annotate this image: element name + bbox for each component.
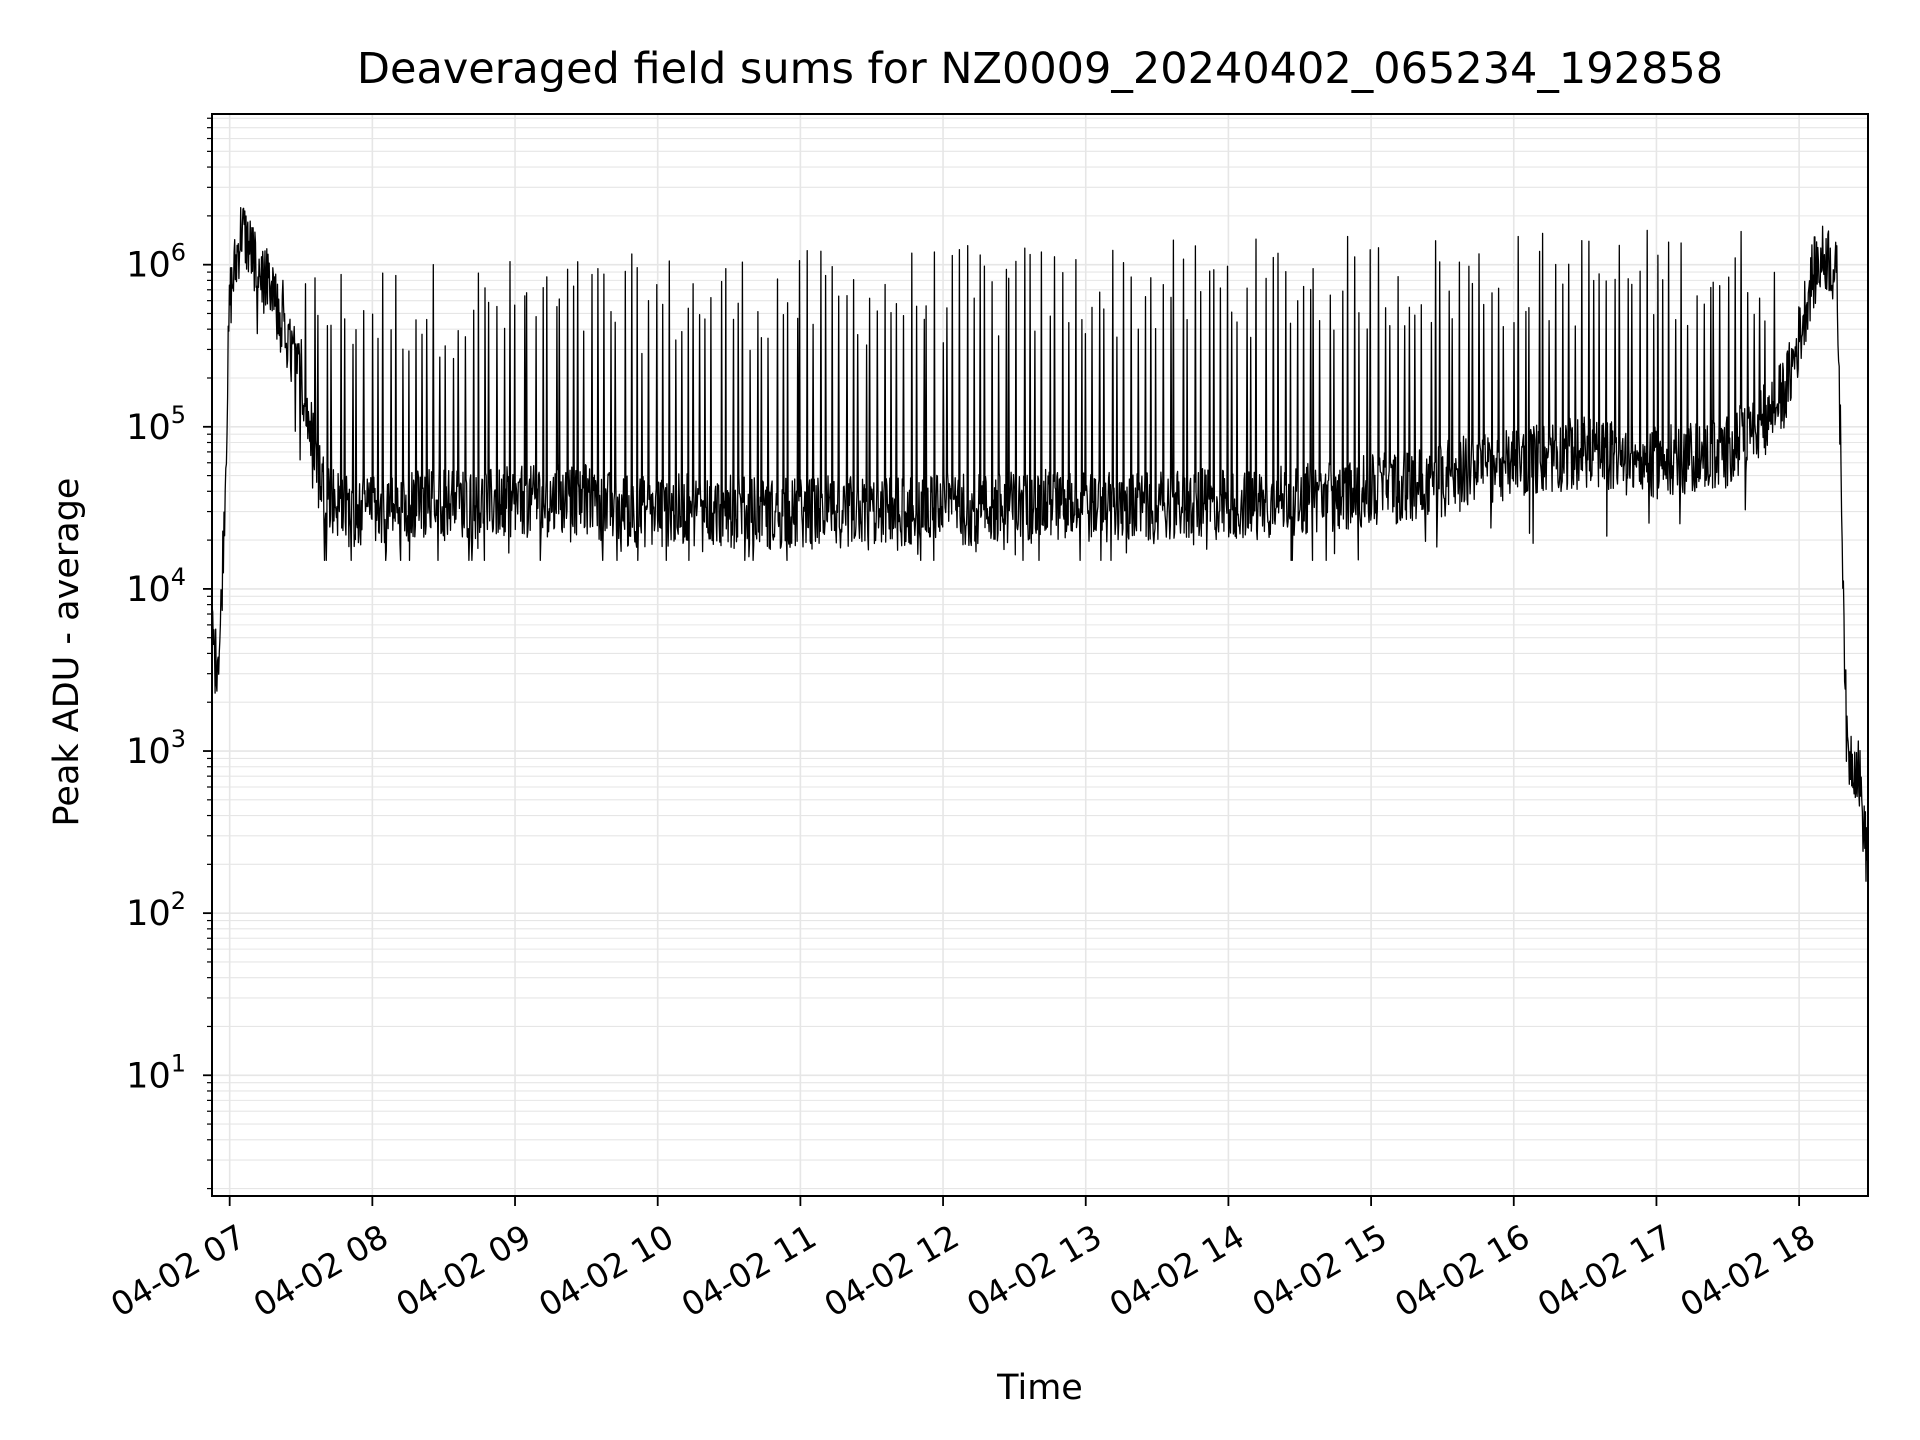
y-tick-label: 106 xyxy=(126,239,186,286)
x-tick-label: 04-02 08 xyxy=(247,1217,395,1325)
x-tick-label: 04-02 11 xyxy=(675,1217,823,1325)
data-series-line xyxy=(211,207,1869,882)
y-tick-label: 103 xyxy=(126,725,186,772)
x-axis-label: Time xyxy=(997,1368,1083,1408)
x-tick-label: 04-02 12 xyxy=(817,1217,965,1325)
axes-frame xyxy=(211,113,1869,1197)
x-tick-label: 04-02 07 xyxy=(104,1217,252,1325)
x-tick-label: 04-02 09 xyxy=(389,1217,537,1325)
x-tick-label: 04-02 10 xyxy=(532,1217,680,1325)
x-tick-label: 04-02 15 xyxy=(1245,1217,1393,1325)
x-tick-label: 04-02 17 xyxy=(1531,1217,1679,1325)
x-tick-label: 04-02 14 xyxy=(1103,1217,1251,1325)
x-tick-label: 04-02 13 xyxy=(960,1217,1108,1325)
y-tick-label: 102 xyxy=(126,887,186,934)
y-tick-label: 101 xyxy=(126,1049,186,1096)
x-tick-label: 04-02 16 xyxy=(1388,1217,1536,1325)
chart-title: Deaveraged field sums for NZ0009_2024040… xyxy=(356,44,1724,94)
x-tick-label: 04-02 18 xyxy=(1674,1217,1822,1325)
y-tick-label: 104 xyxy=(126,563,186,610)
y-tick-label: 105 xyxy=(126,401,186,448)
